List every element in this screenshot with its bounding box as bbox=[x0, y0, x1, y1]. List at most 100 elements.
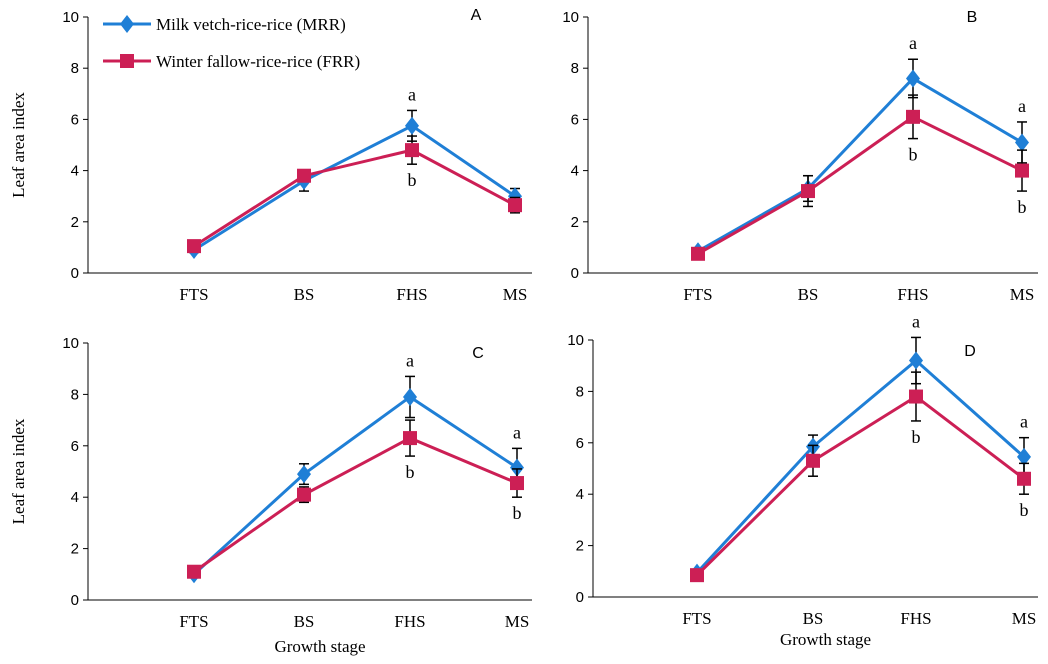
x-tick-label: BS bbox=[803, 609, 824, 628]
significance-letter-upper: a bbox=[406, 350, 414, 370]
significance-letter-upper: a bbox=[912, 311, 920, 331]
series-line bbox=[193, 148, 516, 248]
data-point-square bbox=[806, 453, 820, 468]
y-tick-label: 8 bbox=[71, 386, 79, 403]
y-tick-label: 10 bbox=[567, 332, 584, 349]
data-point-square bbox=[405, 143, 419, 158]
x-tick-label: FTS bbox=[682, 609, 711, 628]
data-point-square bbox=[297, 487, 311, 502]
y-tick-label: 10 bbox=[62, 335, 79, 352]
y-tick-label: 4 bbox=[576, 486, 584, 503]
chart-panel-b: 0 2 4 6 8 10 FTS BS FHS MS Ba b a b bbox=[562, 9, 1038, 304]
x-tick-label: FHS bbox=[394, 612, 425, 631]
series-frr bbox=[187, 419, 524, 579]
y-tick-label: 8 bbox=[571, 60, 579, 77]
y-tick-label: 4 bbox=[71, 489, 79, 506]
panel-letter: C bbox=[472, 345, 484, 362]
y-tick-label: 8 bbox=[576, 383, 584, 400]
x-tick-label: BS bbox=[294, 285, 315, 304]
data-point-square bbox=[909, 389, 923, 404]
significance-letter-upper: a bbox=[513, 422, 521, 442]
x-axis-title: Growth stage bbox=[780, 630, 871, 649]
significance-letter-lower: b bbox=[513, 503, 522, 523]
series-line bbox=[697, 76, 1023, 253]
data-point-square bbox=[403, 431, 417, 446]
y-tick-label: 0 bbox=[571, 265, 579, 282]
y-tick-label: 4 bbox=[71, 163, 79, 180]
y-tick-label: 6 bbox=[571, 111, 579, 128]
y-tick-label: 6 bbox=[71, 111, 79, 128]
y-tick-label: 2 bbox=[71, 541, 79, 558]
significance-letter-lower: b bbox=[909, 145, 918, 165]
x-tick-label: FTS bbox=[179, 612, 208, 631]
significance-letter-upper: a bbox=[1020, 412, 1028, 432]
y-tick-label: 2 bbox=[71, 214, 79, 231]
data-point-diamond bbox=[906, 69, 920, 88]
y-axis-title: Leaf area index bbox=[9, 418, 28, 524]
significance-letter-upper: a bbox=[909, 33, 917, 53]
x-tick-label: FHS bbox=[396, 285, 427, 304]
significance-letter-lower: b bbox=[912, 427, 921, 447]
series-mrr bbox=[187, 375, 524, 584]
y-tick-label: 4 bbox=[571, 163, 579, 180]
x-tick-label: MS bbox=[1012, 609, 1037, 628]
data-point-square bbox=[508, 198, 522, 213]
x-tick-label: MS bbox=[505, 612, 530, 631]
x-tick-label: FHS bbox=[900, 609, 931, 628]
data-point-square bbox=[1015, 163, 1029, 178]
data-point-square bbox=[187, 564, 201, 579]
y-tick-label: 0 bbox=[71, 265, 79, 282]
chart-panel-c: 0 2 4 6 8 10 FTS BS FHS MS C Leaf area index Growth … bbox=[9, 335, 532, 656]
x-tick-label: BS bbox=[798, 285, 819, 304]
legend-label: Winter fallow-rice-rice (FRR) bbox=[156, 52, 360, 71]
x-tick-label: MS bbox=[503, 285, 528, 304]
data-point-square bbox=[906, 109, 920, 124]
data-point-diamond bbox=[1017, 447, 1031, 466]
data-point-diamond bbox=[405, 116, 419, 135]
x-tick-label: BS bbox=[294, 612, 315, 631]
x-tick-label: FHS bbox=[897, 285, 928, 304]
data-point-diamond bbox=[297, 465, 311, 484]
data-point-square bbox=[690, 568, 704, 583]
chart-panel-a: 0 2 4 6 8 10 FTS BS FHS MS A Leaf area index a b Milk … bbox=[9, 7, 532, 304]
significance-letter-upper: a bbox=[1018, 96, 1026, 116]
significance-letter-lower: b bbox=[1020, 500, 1029, 520]
series-line bbox=[695, 358, 1025, 574]
y-tick-label: 8 bbox=[71, 60, 79, 77]
significance-letter-lower: b bbox=[406, 462, 415, 482]
series-frr bbox=[690, 371, 1031, 583]
panel-letter: B bbox=[967, 9, 978, 26]
data-point-diamond bbox=[909, 351, 923, 370]
y-tick-label: 0 bbox=[71, 592, 79, 609]
data-point-diamond bbox=[403, 387, 417, 406]
legend-marker-square bbox=[120, 54, 134, 68]
y-tick-label: 0 bbox=[576, 589, 584, 606]
x-tick-label: MS bbox=[1010, 285, 1035, 304]
significance-letter-upper: a bbox=[408, 84, 416, 104]
data-point-diamond bbox=[510, 458, 524, 477]
series-line bbox=[192, 395, 518, 576]
x-tick-label: FTS bbox=[683, 285, 712, 304]
series-line bbox=[695, 394, 1025, 577]
y-axis-title: Leaf area index bbox=[9, 92, 28, 198]
data-point-diamond bbox=[1015, 133, 1029, 152]
series-frr bbox=[691, 94, 1029, 261]
y-tick-label: 10 bbox=[562, 9, 579, 26]
series-mrr bbox=[690, 336, 1031, 582]
data-point-square bbox=[1017, 471, 1031, 486]
significance-letter-lower: b bbox=[1018, 197, 1027, 217]
chart-panel-d: 0 2 4 6 8 10 FTS BS FHS MS D Growth stage a b a b bbox=[567, 311, 1038, 649]
x-tick-label: FTS bbox=[179, 285, 208, 304]
significance-letter-lower: b bbox=[408, 170, 417, 190]
series-frr bbox=[187, 135, 522, 254]
data-point-square bbox=[187, 239, 201, 254]
data-point-square bbox=[510, 476, 524, 491]
data-point-square bbox=[691, 246, 705, 261]
series-line bbox=[697, 115, 1023, 256]
panel-letter: A bbox=[471, 7, 482, 24]
series-mrr bbox=[187, 109, 522, 259]
x-axis-title: Growth stage bbox=[274, 637, 365, 656]
series-line bbox=[193, 436, 518, 573]
y-tick-label: 2 bbox=[576, 538, 584, 555]
